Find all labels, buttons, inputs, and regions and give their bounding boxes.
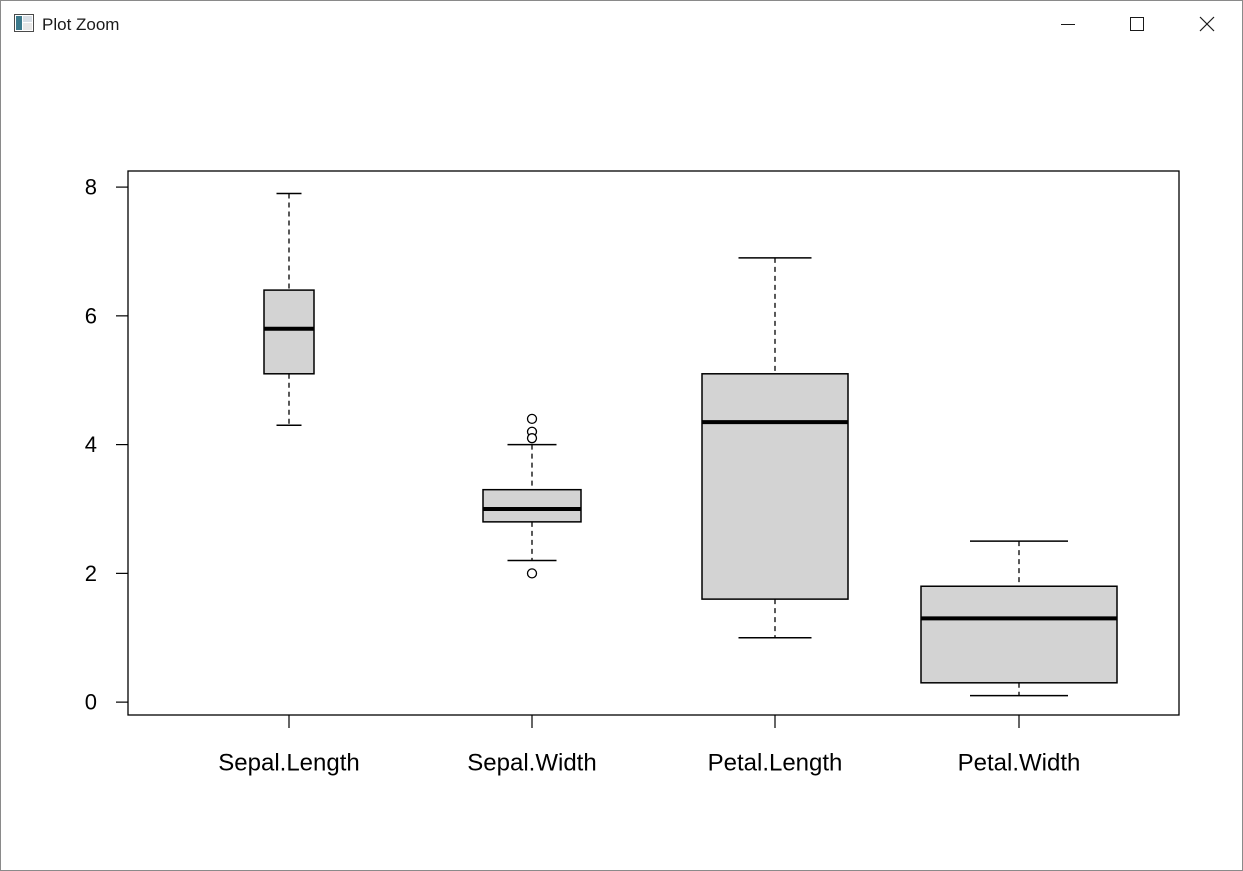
minimize-button[interactable] [1033,1,1103,47]
y-tick-label: 0 [85,690,97,715]
close-icon [1199,16,1215,32]
y-tick-label: 2 [85,561,97,586]
boxplot-chart: 0 2 4 6 8 Sepal.Length Sepal.Width Petal.Length… [85,170,1180,777]
x-tick-label: Sepal.Width [467,750,596,777]
x-tick-label: Petal.Width [958,750,1081,777]
close-button[interactable] [1172,1,1242,47]
outlier-point [526,413,538,425]
app-icon [14,14,34,32]
maximize-icon [1130,17,1144,31]
outlier-point [526,433,538,444]
iqr-box [482,488,582,523]
plot-frame [127,170,1180,716]
maximize-button[interactable] [1102,1,1172,47]
minimize-icon [1061,24,1075,25]
iqr-box [920,585,1118,684]
box-petal-length [701,257,849,639]
box-petal-width [920,540,1118,697]
iqr-box [701,373,849,600]
plot-area: 0 2 4 6 8 Sepal.Length Sepal.Width Petal.Length… [1,47,1242,870]
iqr-box [263,289,315,375]
box-sepal-length [263,192,315,427]
x-tick-label: Sepal.Length [218,750,359,777]
y-tick-label: 6 [85,303,97,328]
y-tick-label: 8 [85,175,97,200]
window-title: Plot Zoom [42,15,120,34]
x-tick-label: Petal.Length [708,750,843,777]
outlier-point [526,568,538,579]
y-tick-label: 4 [85,432,97,457]
box-sepal-width [482,413,582,579]
title-bar[interactable]: Plot Zoom [1,1,1242,47]
